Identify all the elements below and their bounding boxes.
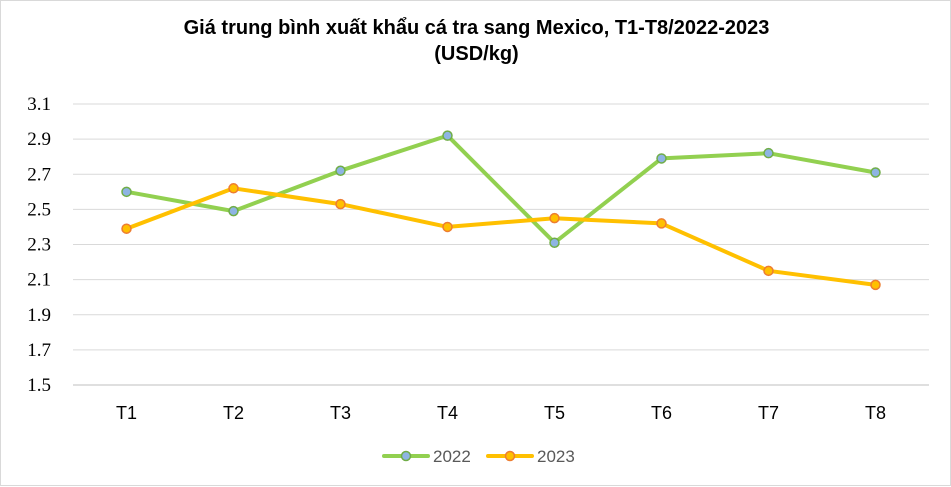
x-tick-label: T6 [651,403,672,423]
x-tick-label: T8 [865,403,886,423]
data-point-2023 [763,265,774,277]
y-tick-label: 2.5 [27,199,51,220]
y-tick-label: 2.9 [27,129,51,150]
data-point-2023 [870,279,881,291]
chart-subtitle: (USD/kg) [434,43,519,65]
y-tick-label: 1.5 [27,375,51,396]
series-line-2023 [124,186,878,287]
y-tick-label: 2.3 [27,235,51,256]
legend-marker-2022 [400,450,412,462]
data-point-2022 [656,153,667,164]
x-tick-label: T5 [544,403,565,423]
chart-title: Giá trung bình xuất khẩu cá tra sang Mex… [183,17,770,39]
data-point-2023 [656,218,667,229]
y-tick-label: 1.7 [27,340,51,361]
data-point-2022 [442,130,453,141]
series-line-2022 [124,133,878,245]
legend-marker-2023 [504,450,516,462]
data-point-2022 [228,205,239,217]
x-tick-label: T4 [437,403,458,423]
data-point-2022 [335,165,346,176]
x-tick-label: T1 [116,403,137,423]
data-point-2022 [549,237,560,248]
data-point-2023 [442,221,453,233]
y-tick-label: 3.1 [27,94,51,115]
legend-label: 2022 [433,447,471,466]
legend-label: 2023 [537,447,575,466]
data-point-2022 [870,167,881,178]
data-point-2022 [763,147,774,159]
y-tick-label: 2.1 [27,270,51,291]
data-point-2023 [549,212,560,224]
y-tick-label: 1.9 [27,305,51,326]
chart-title-block: Giá trung bình xuất khẩu cá tra sang Mex… [1,15,951,67]
data-point-2023 [121,223,132,234]
data-point-2023 [335,198,346,210]
y-tick-label: 2.7 [27,164,51,185]
data-point-2022 [121,186,132,198]
x-tick-label: T2 [223,403,244,423]
data-point-2023 [228,183,239,194]
x-tick-label: T3 [330,403,351,423]
x-tick-label: T7 [758,403,779,423]
